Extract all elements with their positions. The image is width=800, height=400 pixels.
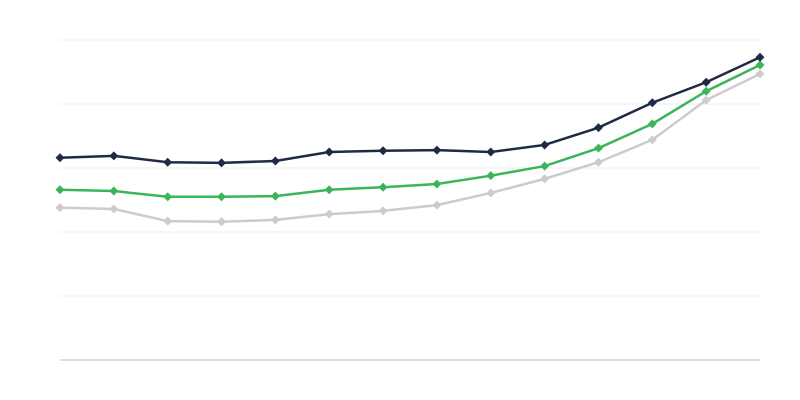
data-point xyxy=(324,209,334,219)
series-line xyxy=(59,63,761,199)
data-point xyxy=(378,182,388,192)
data-point xyxy=(432,145,442,155)
data-point xyxy=(217,158,227,168)
data-point xyxy=(270,191,280,201)
data-point xyxy=(486,171,496,181)
data-point xyxy=(755,60,765,70)
data-point xyxy=(593,123,603,133)
data-point xyxy=(701,95,711,105)
data-point xyxy=(217,217,227,227)
data-point xyxy=(270,215,280,225)
data-point xyxy=(755,69,765,79)
data-point xyxy=(593,143,603,153)
data-point xyxy=(701,86,711,96)
data-point xyxy=(647,98,657,108)
data-point xyxy=(701,77,711,87)
data-point xyxy=(109,151,119,161)
data-point xyxy=(324,147,334,157)
data-point xyxy=(270,156,280,166)
data-point xyxy=(324,185,334,195)
data-point xyxy=(540,140,550,150)
data-point xyxy=(163,216,173,226)
data-point xyxy=(486,188,496,198)
data-point xyxy=(755,52,765,62)
data-point xyxy=(163,157,173,167)
data-point xyxy=(647,135,657,145)
data-point xyxy=(378,206,388,216)
data-point xyxy=(55,203,65,213)
data-point xyxy=(432,179,442,189)
data-point xyxy=(109,204,119,214)
data-point xyxy=(593,157,603,167)
series-line xyxy=(59,56,761,165)
data-point xyxy=(163,192,173,202)
data-point xyxy=(217,192,227,202)
data-point xyxy=(540,161,550,171)
data-point xyxy=(55,185,65,195)
series-line xyxy=(59,72,761,224)
data-point xyxy=(486,147,496,157)
data-point xyxy=(109,186,119,196)
data-point xyxy=(378,146,388,156)
data-point xyxy=(432,200,442,210)
data-point xyxy=(647,119,657,129)
data-point xyxy=(540,174,550,184)
data-point xyxy=(55,153,65,163)
